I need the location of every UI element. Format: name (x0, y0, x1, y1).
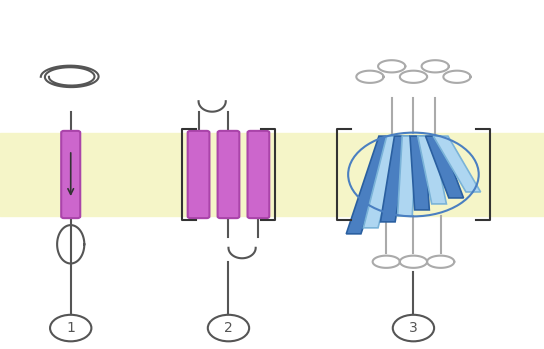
Polygon shape (410, 136, 429, 210)
Circle shape (208, 315, 249, 341)
Text: 1: 1 (66, 321, 75, 335)
Polygon shape (347, 136, 393, 234)
Polygon shape (398, 136, 417, 216)
Polygon shape (418, 136, 447, 204)
FancyBboxPatch shape (248, 131, 269, 218)
Polygon shape (380, 136, 409, 222)
FancyBboxPatch shape (188, 131, 209, 218)
FancyBboxPatch shape (218, 131, 239, 218)
Circle shape (50, 315, 91, 341)
FancyBboxPatch shape (61, 131, 81, 218)
Polygon shape (425, 136, 463, 198)
Circle shape (393, 315, 434, 341)
Text: 3: 3 (409, 321, 418, 335)
Text: 2: 2 (224, 321, 233, 335)
Polygon shape (363, 136, 401, 228)
Bar (0, 133, 544, 216)
Polygon shape (434, 136, 480, 192)
